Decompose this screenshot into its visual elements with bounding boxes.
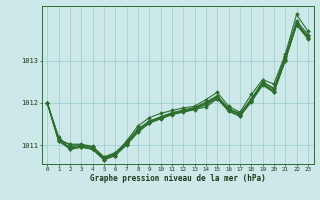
X-axis label: Graphe pression niveau de la mer (hPa): Graphe pression niveau de la mer (hPa) bbox=[90, 174, 266, 183]
